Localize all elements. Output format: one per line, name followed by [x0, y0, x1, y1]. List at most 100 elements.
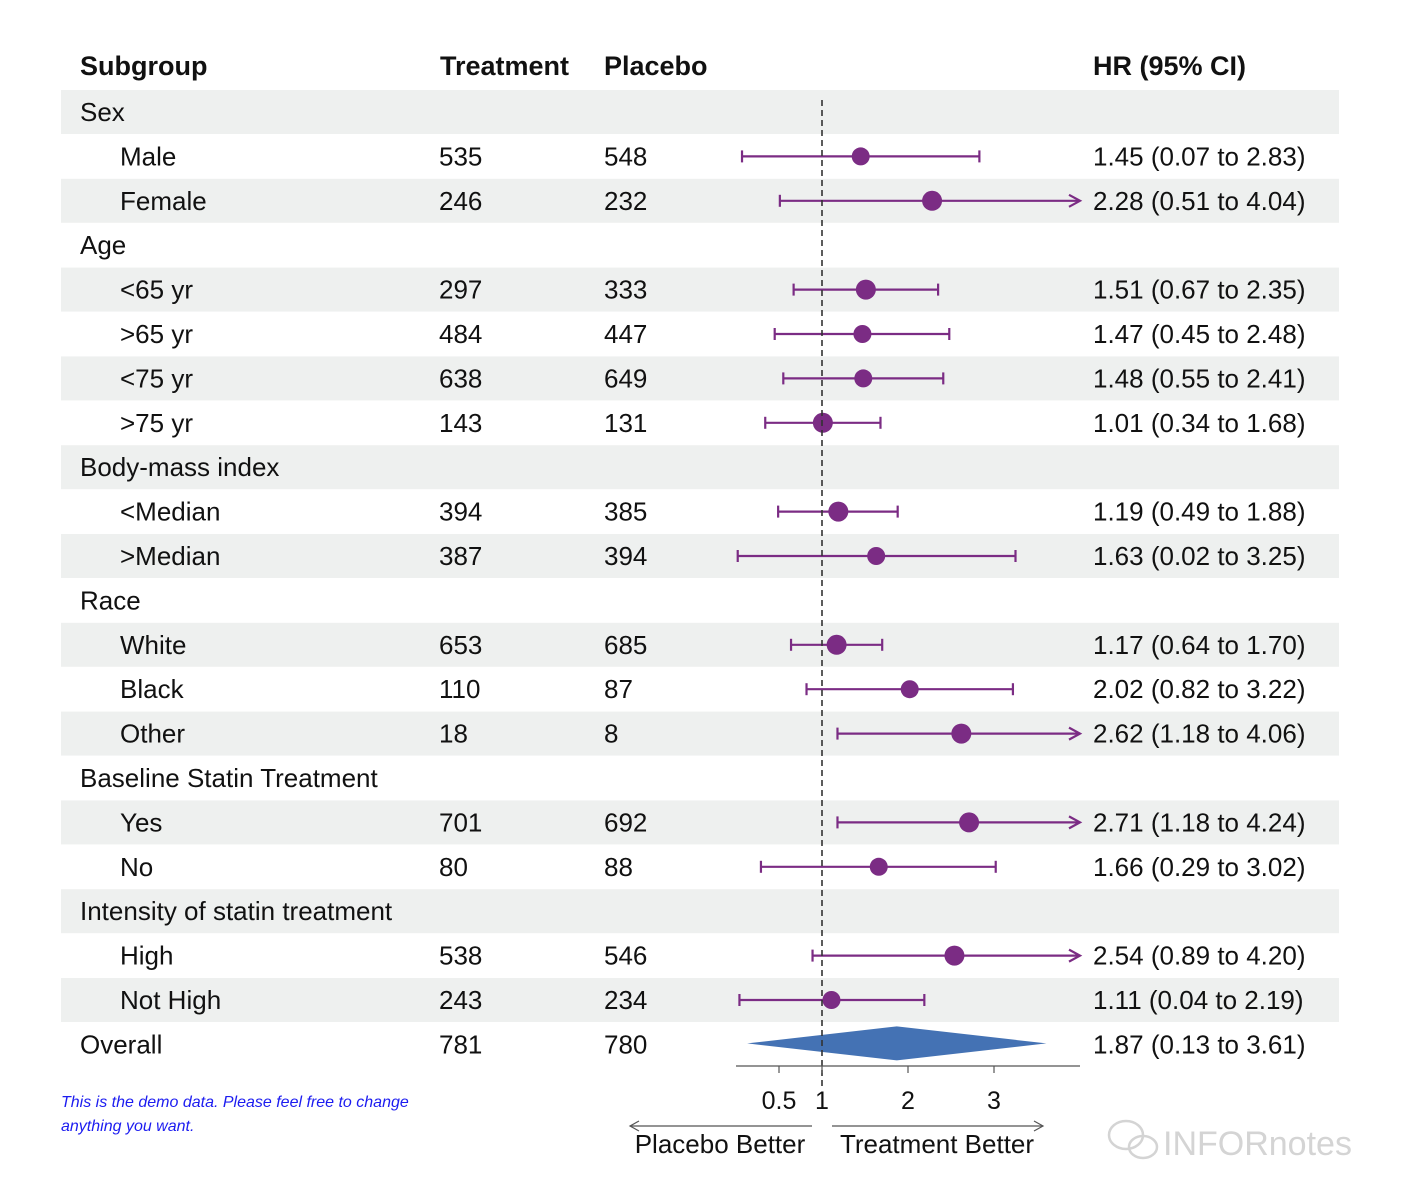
group-label: Sex — [80, 97, 125, 127]
placebo-count: 131 — [604, 408, 647, 438]
treatment-count: 653 — [439, 630, 482, 660]
x-tick-label: 3 — [987, 1087, 1001, 1115]
placebo-count: 685 — [604, 630, 647, 660]
subgroup-label: Yes — [120, 807, 162, 837]
hr-point — [900, 680, 919, 699]
row-band — [61, 356, 1339, 401]
placebo-count: 780 — [604, 1029, 647, 1059]
treatment-count: 143 — [439, 408, 482, 438]
row-band — [61, 889, 1339, 934]
row-band — [61, 90, 1339, 134]
hr-point — [854, 369, 873, 388]
hr-point — [959, 812, 980, 833]
row-band — [61, 978, 1339, 1022]
hr-point — [851, 147, 870, 166]
hr-point — [826, 634, 847, 655]
ci-arrow — [1068, 948, 1083, 963]
hr-ci-text: 2.54 (0.89 to 4.20) — [1093, 941, 1305, 971]
treatment-count: 243 — [439, 985, 482, 1015]
hr-ci-text: 2.71 (1.18 to 4.24) — [1093, 807, 1305, 837]
placebo-count: 234 — [604, 985, 647, 1015]
row-bands — [61, 90, 1339, 1022]
header-hr-ci: HR (95% CI) — [1093, 51, 1246, 81]
watermark-text: INFORnotes — [1163, 1125, 1352, 1163]
hr-point — [853, 325, 872, 343]
hr-ci-text: 2.62 (1.18 to 4.06) — [1093, 719, 1305, 749]
hr-point — [867, 547, 886, 565]
subgroup-label: Overall — [80, 1029, 162, 1059]
hr-ci-text: 1.66 (0.29 to 3.02) — [1093, 852, 1305, 882]
hr-point — [951, 723, 972, 744]
placebo-count: 232 — [604, 186, 647, 216]
hr-ci-text: 1.51 (0.67 to 2.35) — [1093, 275, 1305, 305]
hr-ci-text: 1.17 (0.64 to 1.70) — [1093, 630, 1305, 660]
hr-ci-text: 1.63 (0.02 to 3.25) — [1093, 541, 1305, 571]
treatment-count: 781 — [439, 1029, 482, 1059]
hr-point — [944, 945, 965, 966]
placebo-count: 333 — [604, 275, 647, 305]
hr-point — [812, 412, 833, 433]
row-band — [61, 267, 1339, 312]
subgroup-label: Female — [120, 186, 207, 216]
treatment-count: 297 — [439, 275, 482, 305]
header-placebo: Placebo — [604, 51, 708, 81]
placebo-count: 385 — [604, 497, 647, 527]
subgroup-label: <65 yr — [120, 275, 193, 305]
placebo-count: 447 — [604, 319, 647, 349]
hr-ci-text: 1.87 (0.13 to 3.61) — [1093, 1029, 1305, 1059]
table-rows: Sex Male 535 548 1.45 (0.07 to 2.83) Female 24… — [80, 97, 1305, 1059]
hr-ci-text: 2.02 (0.82 to 3.22) — [1093, 674, 1305, 704]
group-label: Intensity of statin treatment — [80, 896, 393, 926]
group-label: Body-mass index — [80, 452, 279, 482]
treatment-count: 80 — [439, 852, 468, 882]
placebo-count: 546 — [604, 941, 647, 971]
treatment-count: 246 — [439, 186, 482, 216]
row-band — [61, 800, 1339, 845]
treatment-count: 535 — [439, 141, 482, 171]
hr-ci-text: 1.47 (0.45 to 2.48) — [1093, 319, 1305, 349]
row-band — [61, 622, 1339, 667]
subgroup-label: <Median — [120, 497, 220, 527]
hr-point — [855, 279, 876, 300]
hr-ci-text: 2.28 (0.51 to 4.04) — [1093, 186, 1305, 216]
placebo-count: 8 — [604, 719, 618, 749]
x-tick-label: 0.5 — [762, 1087, 797, 1115]
placebo-better-label: Placebo Better — [635, 1129, 806, 1159]
hr-point — [922, 190, 943, 211]
demo-note-line1: This is the demo data. Please feel free … — [61, 1094, 409, 1111]
placebo-count: 692 — [604, 807, 647, 837]
header-subgroup: Subgroup — [80, 51, 207, 81]
treatment-count: 394 — [439, 497, 482, 527]
hr-point — [869, 857, 888, 876]
subgroup-label: >75 yr — [120, 408, 193, 438]
wechat-icon — [1107, 1119, 1159, 1160]
ci-arrow — [1068, 193, 1083, 208]
header-treatment: Treatment — [440, 51, 569, 81]
group-label: Baseline Statin Treatment — [80, 763, 378, 793]
subgroup-label: <75 yr — [120, 363, 193, 393]
placebo-better-arrowhead — [628, 1120, 640, 1132]
ci-arrow — [1068, 815, 1083, 830]
subgroup-label: Black — [120, 674, 185, 704]
hr-ci-text: 1.11 (0.04 to 2.19) — [1093, 985, 1304, 1015]
treatment-count: 638 — [439, 363, 482, 393]
hr-point — [828, 501, 849, 522]
placebo-count: 548 — [604, 141, 647, 171]
hr-ci-text: 1.01 (0.34 to 1.68) — [1093, 408, 1305, 438]
subgroup-label: High — [120, 941, 173, 971]
demo-note-line2: anything you want. — [61, 1118, 194, 1135]
treatment-better-arrowhead — [1033, 1120, 1045, 1132]
placebo-count: 88 — [604, 852, 633, 882]
hr-point — [822, 991, 841, 1009]
subgroup-label: >65 yr — [120, 319, 193, 349]
row-band — [61, 445, 1339, 490]
placebo-count: 87 — [604, 674, 633, 704]
x-axis: 0.5 1 2 3 Placebo Better Treatment Better — [628, 1065, 1080, 1159]
treatment-count: 110 — [439, 674, 480, 704]
watermark: INFORnotes — [1107, 1119, 1352, 1163]
subgroup-label: >Median — [120, 541, 220, 571]
group-label: Race — [80, 585, 141, 615]
treatment-count: 538 — [439, 941, 482, 971]
placebo-count: 649 — [604, 363, 647, 393]
